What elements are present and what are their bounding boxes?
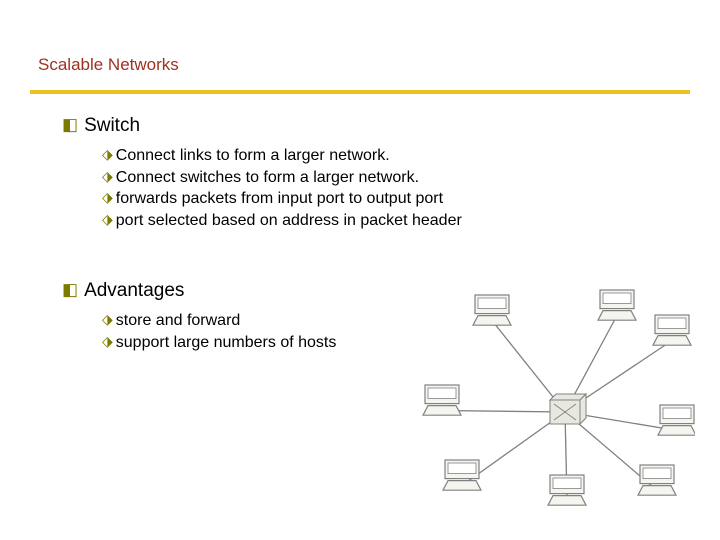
sub-list: ⬗store and forward⬗support large numbers… bbox=[62, 310, 336, 353]
host-icon bbox=[653, 315, 691, 345]
diamond-bullet-icon: ⬗ bbox=[102, 311, 113, 327]
section-header-text: Switch bbox=[84, 115, 140, 136]
list-item-text: forwards packets from input port to outp… bbox=[116, 190, 443, 207]
network-diagram bbox=[405, 285, 695, 515]
list-item-text: support large numbers of hosts bbox=[116, 334, 337, 351]
section-header-text: Advantages bbox=[84, 280, 184, 301]
diamond-bullet-icon: ⬗ bbox=[102, 211, 113, 227]
section-header: ◧ Advantages bbox=[62, 280, 336, 302]
diamond-bullet-icon: ⬗ bbox=[102, 189, 113, 205]
list-item-text: store and forward bbox=[116, 312, 241, 329]
list-item-text: Connect links to form a larger network. bbox=[116, 147, 390, 164]
host-icon bbox=[548, 475, 586, 505]
host-icon bbox=[598, 290, 636, 320]
section: ◧Switch⬗Connect links to form a larger n… bbox=[62, 115, 462, 231]
square-bullet-icon: ◧ bbox=[62, 115, 78, 134]
square-bullet-icon: ◧ bbox=[62, 280, 78, 299]
slide-title: Scalable Networks bbox=[38, 55, 179, 75]
sub-list: ⬗Connect links to form a larger network.… bbox=[62, 145, 462, 231]
host-icon bbox=[658, 405, 695, 435]
edge bbox=[442, 411, 565, 413]
list-item: ⬗store and forward bbox=[102, 310, 336, 332]
diamond-bullet-icon: ⬗ bbox=[102, 168, 113, 184]
section-header: ◧ Switch bbox=[62, 115, 462, 137]
list-item: ⬗port selected based on address in packe… bbox=[102, 210, 462, 232]
list-item: ⬗forwards packets from input port to out… bbox=[102, 188, 462, 210]
switch-side bbox=[580, 394, 586, 424]
list-item-text: port selected based on address in packet… bbox=[116, 212, 462, 229]
host-icon bbox=[638, 465, 676, 495]
host-icon bbox=[423, 385, 461, 415]
list-item: ⬗Connect links to form a larger network. bbox=[102, 145, 462, 167]
list-item: ⬗support large numbers of hosts bbox=[102, 332, 336, 354]
section: ◧Advantages⬗store and forward⬗support la… bbox=[62, 280, 336, 353]
list-item-text: Connect switches to form a larger networ… bbox=[116, 169, 419, 186]
list-item: ⬗Connect switches to form a larger netwo… bbox=[102, 167, 462, 189]
diamond-bullet-icon: ⬗ bbox=[102, 146, 113, 162]
host-icon bbox=[473, 295, 511, 325]
host-icon bbox=[443, 460, 481, 490]
title-divider bbox=[30, 90, 690, 94]
diamond-bullet-icon: ⬗ bbox=[102, 333, 113, 349]
